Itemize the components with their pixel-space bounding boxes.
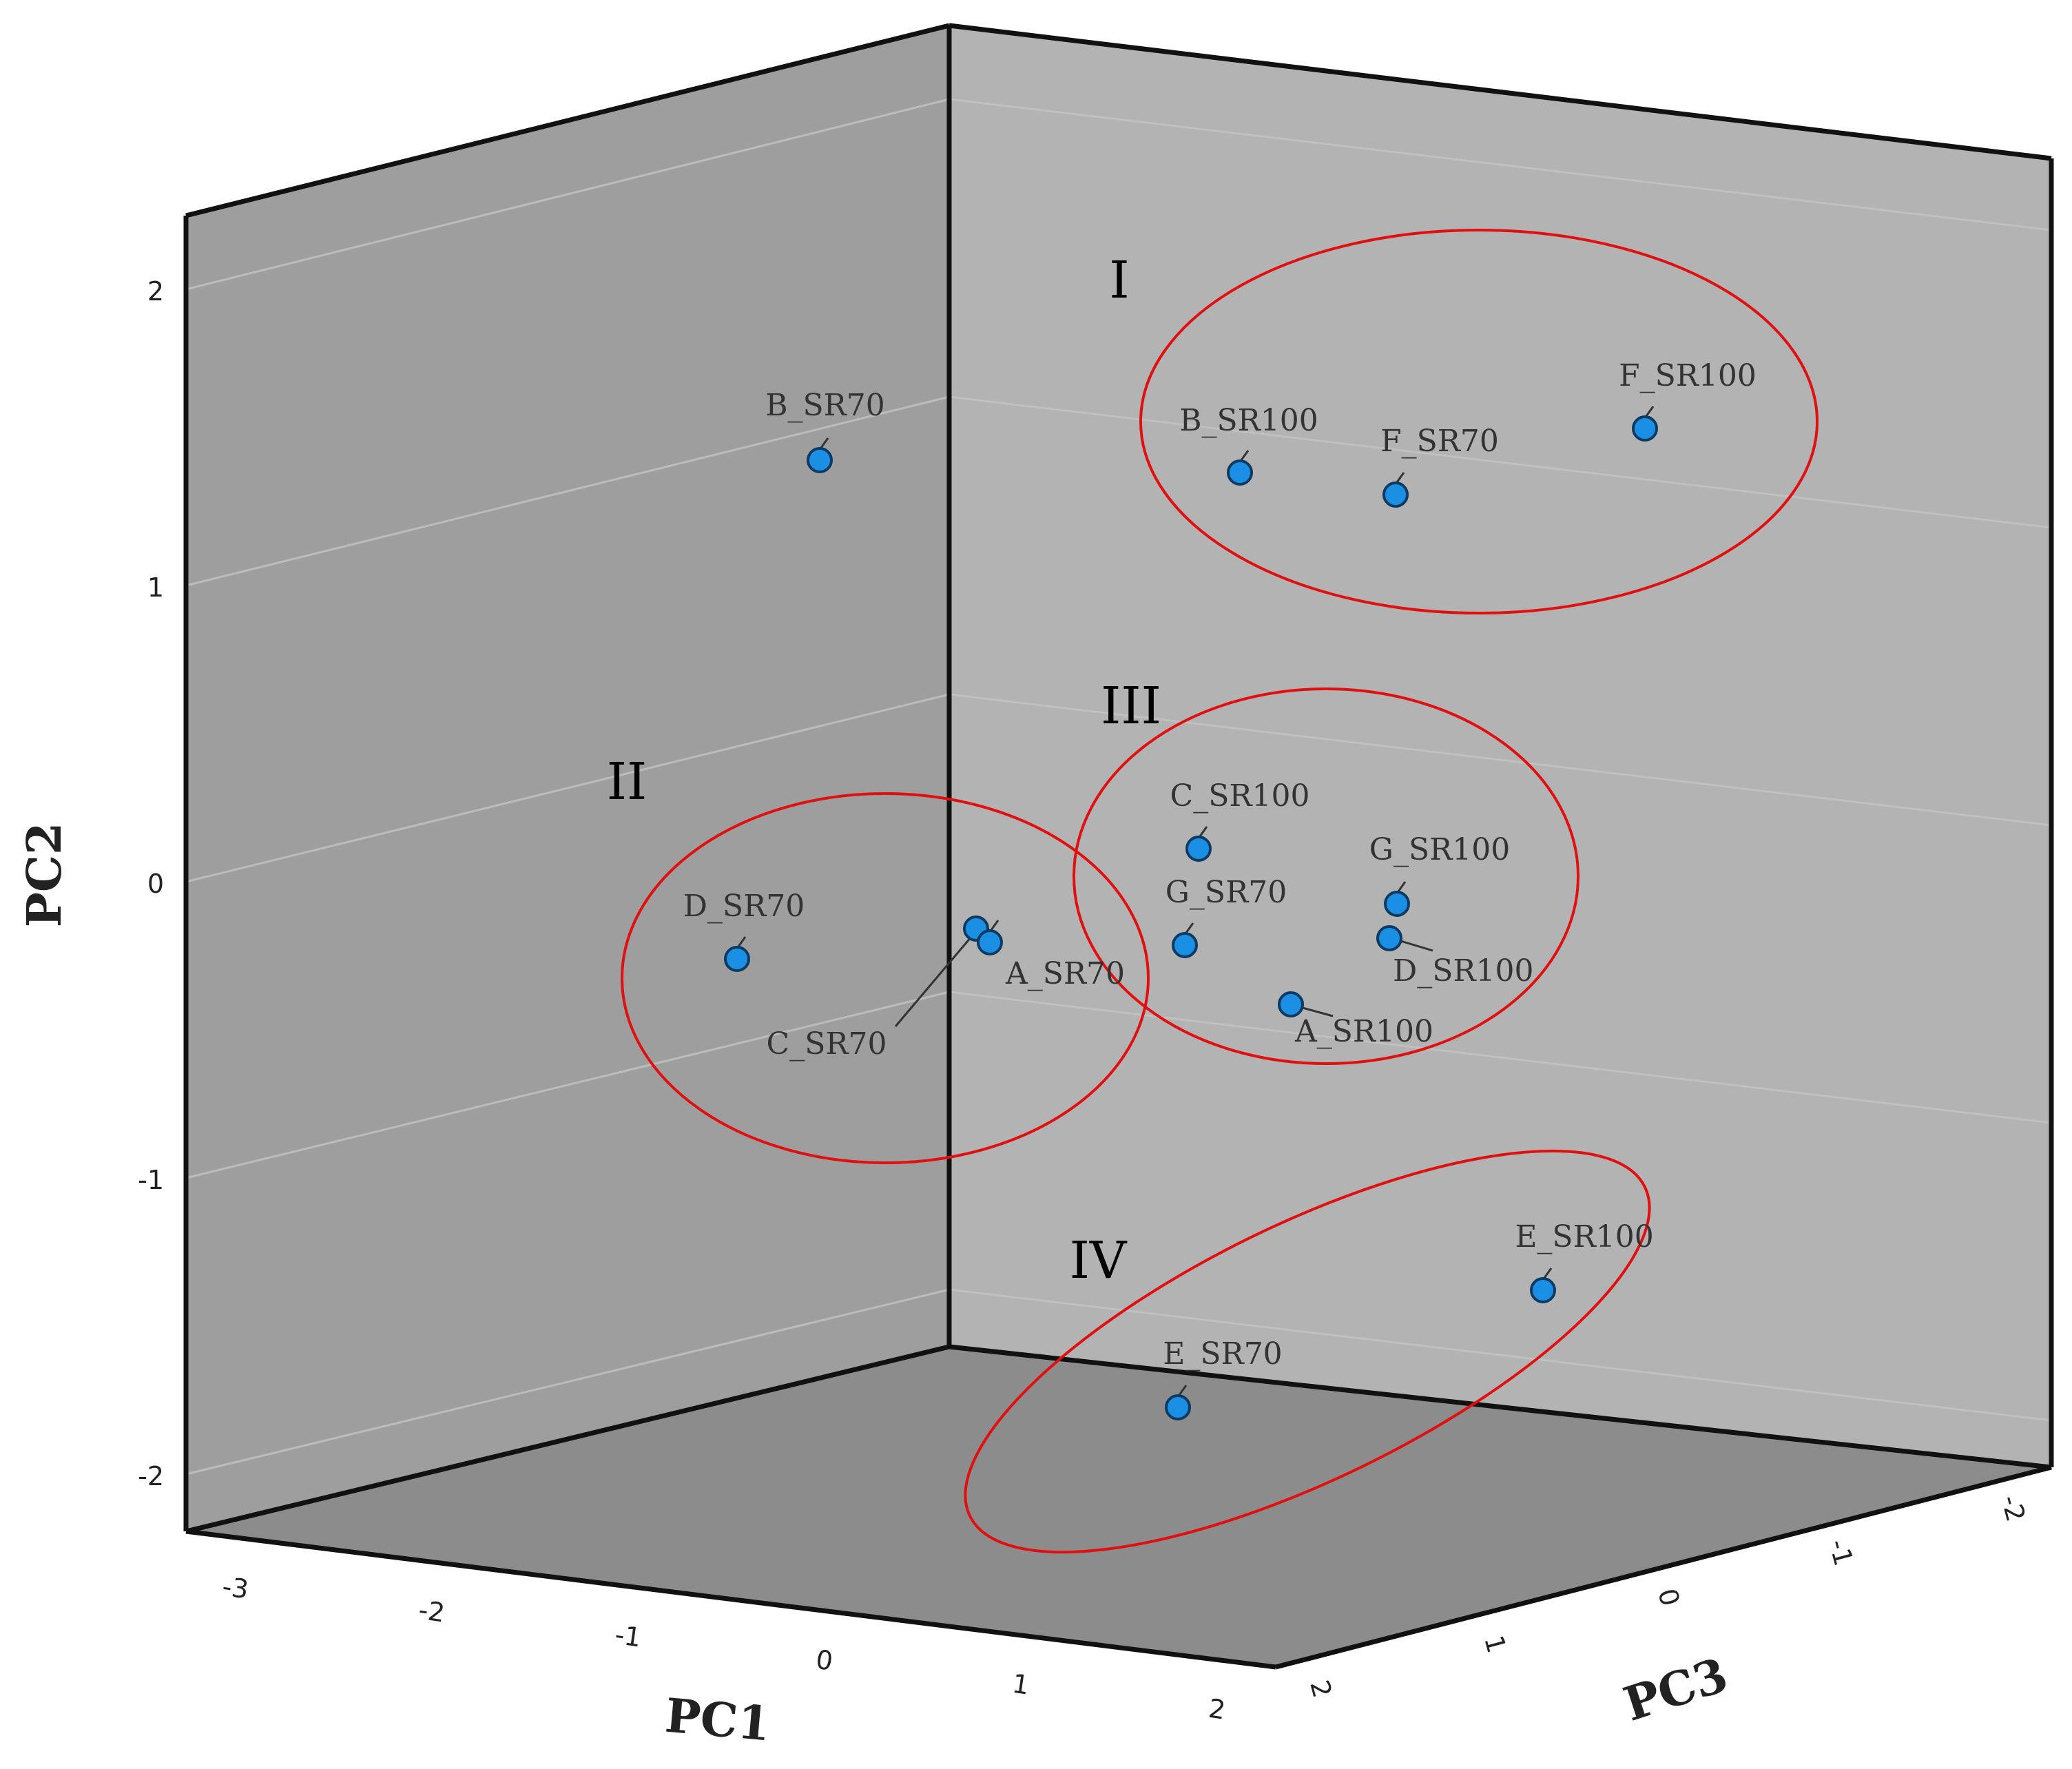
data-point	[1172, 932, 1198, 958]
point-label: D_SR70	[683, 889, 805, 924]
point-label: A_SR100	[1294, 1014, 1433, 1049]
leader-line	[1398, 939, 1433, 952]
data-point	[1227, 459, 1253, 486]
pc3-tick-label: 0	[1652, 1585, 1686, 1609]
point-label: G_SR100	[1369, 832, 1510, 867]
cluster-label: IV	[1070, 1231, 1128, 1290]
cluster-label: III	[1101, 676, 1161, 736]
back-wall	[949, 25, 2051, 1467]
pc1-axis-title: PC1	[663, 1688, 773, 1752]
pc3-axis-title: PC3	[1617, 1648, 1734, 1732]
point-label: B_SR100	[1179, 403, 1318, 438]
point-label: E_SR100	[1515, 1219, 1653, 1254]
pc1-tick-label: -2	[417, 1595, 447, 1628]
point-label: C_SR70	[767, 1026, 887, 1062]
data-point	[1632, 415, 1658, 442]
gridline	[949, 991, 2052, 1124]
pc2-tick-label: -1	[138, 1165, 164, 1195]
gridline	[185, 1288, 950, 1476]
point-label: F_SR100	[1619, 358, 1757, 393]
data-point	[1530, 1277, 1556, 1303]
leader-tick	[1645, 406, 1655, 417]
leader-tick	[1543, 1268, 1553, 1279]
cluster-ellipse-ii	[621, 792, 1150, 1164]
leader-tick	[1396, 472, 1405, 483]
pc1-tick-label: 2	[1207, 1693, 1227, 1726]
pc2-tick-label: 1	[147, 572, 164, 603]
left-wall	[186, 25, 949, 1531]
pc1-tick-label: 1	[1011, 1668, 1031, 1701]
gridline	[949, 98, 2052, 231]
leader-tick	[990, 920, 999, 931]
cluster-label: I	[1109, 251, 1129, 310]
cluster-label: II	[607, 752, 647, 811]
pc1-tick-label: -1	[613, 1620, 643, 1653]
pc2-tick-label: 0	[147, 869, 164, 899]
gridline	[949, 1288, 2052, 1422]
point-label: B_SR70	[765, 388, 885, 423]
gridline	[185, 991, 950, 1179]
pc3-tick-label: 2	[1304, 1677, 1338, 1701]
pc2-tick-label: -2	[138, 1461, 164, 1491]
leader-tick	[1178, 1385, 1188, 1396]
data-point	[1384, 891, 1410, 917]
pc3-tick-label: -2	[1995, 1492, 2031, 1525]
point-label: A_SR70	[1005, 956, 1125, 991]
gridline	[185, 98, 950, 291]
box-edges	[183, 23, 2054, 1670]
data-point	[977, 929, 1003, 955]
point-label: C_SR100	[1170, 778, 1310, 814]
leader-tick	[1185, 922, 1194, 933]
point-label: G_SR70	[1166, 875, 1287, 910]
cluster-ellipse-i	[1139, 229, 1819, 614]
pc1-ticks: -3 -2 -1 0 1 2	[220, 1571, 1227, 1726]
leader-line	[894, 936, 973, 1027]
cluster-ellipse-iii	[1073, 687, 1579, 1065]
pc2-axis-title: PC2	[17, 823, 72, 928]
pc3-tick-label: 1	[1478, 1632, 1512, 1656]
data-point	[1165, 1394, 1191, 1420]
gridline	[949, 693, 2052, 827]
data-point	[1185, 836, 1212, 862]
pc2-ticks: 2 1 0 -1 -2	[138, 276, 164, 1491]
gridline	[185, 693, 950, 883]
pc1-tick-label: -3	[220, 1571, 251, 1605]
data-point	[807, 447, 833, 473]
cluster-ellipse-iv	[964, 1149, 1651, 1554]
cluster-labels: I II III IV	[607, 251, 1161, 1290]
data-point	[1382, 482, 1409, 508]
gridline	[185, 395, 950, 587]
pc1-tick-label: 0	[814, 1644, 835, 1677]
data-point	[1376, 925, 1402, 951]
data-points	[724, 415, 1658, 1420]
data-point	[724, 946, 750, 972]
pc2-tick-label: 2	[147, 276, 164, 307]
point-label: F_SR70	[1380, 424, 1499, 459]
pc3-tick-label: -1	[1823, 1536, 1858, 1569]
leader-tick	[820, 437, 829, 448]
gridline	[949, 395, 2052, 529]
leader-tick	[1397, 881, 1407, 892]
leader-tick	[1199, 826, 1208, 837]
point-label: E_SR70	[1163, 1336, 1282, 1372]
cluster-ellipses	[621, 229, 1819, 1554]
leader-tick	[737, 936, 747, 947]
point-labels: B_SR70 B_SR100 F_SR70 F_SR100 D_SR70 C_SR70 A_…	[683, 358, 1757, 1372]
gridlines	[185, 98, 2052, 1476]
leader-tick	[1240, 450, 1250, 461]
point-label: D_SR100	[1393, 953, 1534, 989]
data-point	[1278, 991, 1304, 1017]
